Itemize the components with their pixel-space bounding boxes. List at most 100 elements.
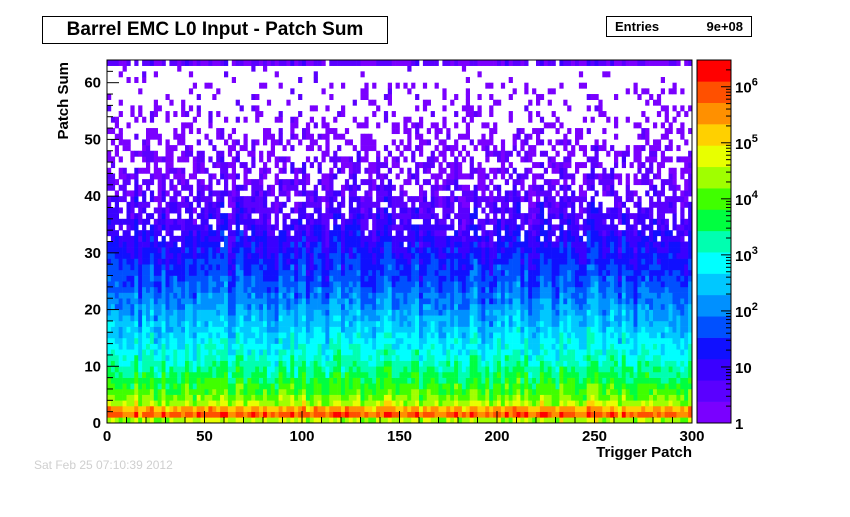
heatmap-cell <box>504 179 509 186</box>
heatmap-cell <box>419 281 424 288</box>
heatmap-cell <box>489 366 494 373</box>
heatmap-cell <box>329 275 334 282</box>
heatmap-cell <box>247 167 252 174</box>
heatmap-cell <box>454 281 459 288</box>
heatmap-cell <box>321 377 326 384</box>
heatmap-cell <box>364 150 369 157</box>
heatmap-cell <box>227 224 233 231</box>
heatmap-cell <box>282 411 287 418</box>
heatmap-cell <box>411 224 416 231</box>
heatmap-cell <box>302 269 307 276</box>
heatmap-cell <box>442 394 447 401</box>
heatmap-cell <box>138 309 143 316</box>
heatmap-cell <box>212 264 217 271</box>
heatmap-cell <box>465 394 470 401</box>
heatmap-cell <box>317 292 322 299</box>
heatmap-cell <box>383 111 389 118</box>
heatmap-cell <box>110 394 116 401</box>
heatmap-cell <box>110 139 116 146</box>
heatmap-cell <box>344 275 350 282</box>
heatmap-cell <box>403 235 408 242</box>
heatmap-cell <box>450 207 455 214</box>
heatmap-cell <box>192 354 197 361</box>
heatmap-cell <box>196 366 201 373</box>
heatmap-cell <box>263 224 268 231</box>
heatmap-cell <box>110 213 116 220</box>
heatmap-cell <box>227 213 233 220</box>
heatmap-cell <box>231 218 236 225</box>
heatmap-cell <box>138 150 143 157</box>
heatmap-cell <box>259 111 264 118</box>
heatmap-cell <box>146 360 151 367</box>
heatmap-cell <box>473 213 478 220</box>
heatmap-cell <box>504 326 509 333</box>
heatmap-cell <box>157 349 162 356</box>
heatmap-cell <box>255 94 260 100</box>
heatmap-cell <box>294 417 299 424</box>
heatmap-cell <box>161 394 166 401</box>
heatmap-cell <box>473 326 478 333</box>
heatmap-cell <box>259 371 264 378</box>
heatmap-cell <box>333 286 338 293</box>
heatmap-cell <box>391 196 396 203</box>
heatmap-cell <box>274 326 279 333</box>
heatmap-cell <box>169 201 174 208</box>
heatmap-cell <box>204 343 209 350</box>
heatmap-cell <box>298 247 303 254</box>
heatmap-cell <box>266 417 272 424</box>
heatmap-cell <box>481 241 486 248</box>
heatmap-cell <box>239 281 244 288</box>
heatmap-cell <box>465 315 470 322</box>
heatmap-cell <box>489 371 494 378</box>
heatmap-cell <box>438 292 443 299</box>
heatmap-cell <box>411 150 416 157</box>
heatmap-cell <box>325 366 330 373</box>
heatmap-cell <box>169 218 174 225</box>
heatmap-cell <box>450 99 455 106</box>
heatmap-cell <box>356 247 361 254</box>
heatmap-cell <box>278 116 283 123</box>
heatmap-cell <box>142 366 147 373</box>
heatmap-cell <box>442 377 447 384</box>
heatmap-cell <box>286 224 291 231</box>
heatmap-cell <box>309 60 314 66</box>
heatmap-cell <box>352 383 357 390</box>
heatmap-cell <box>146 201 151 208</box>
heatmap-cell <box>473 167 478 174</box>
heatmap-cell <box>224 71 229 78</box>
heatmap-cell <box>208 320 213 327</box>
heatmap-cell <box>376 303 381 310</box>
heatmap-cell <box>173 184 178 191</box>
heatmap-cell <box>169 349 174 356</box>
heatmap-cell <box>469 241 474 248</box>
heatmap-cell <box>231 286 236 293</box>
heatmap-cell <box>251 298 256 305</box>
heatmap-cell <box>138 303 143 310</box>
heatmap-cell <box>321 122 326 129</box>
heatmap-cell <box>224 343 229 350</box>
heatmap-cell <box>368 298 373 305</box>
heatmap-cell <box>200 196 205 203</box>
heatmap-cell <box>204 286 209 293</box>
heatmap-cell <box>220 162 225 169</box>
heatmap-cell <box>348 309 353 316</box>
heatmap-cell <box>317 417 322 424</box>
heatmap-cell <box>107 201 112 208</box>
heatmap-cell <box>118 156 123 163</box>
heatmap-cell <box>243 411 248 418</box>
heatmap-cell <box>294 224 299 231</box>
heatmap-cell <box>387 349 392 356</box>
heatmap-cell <box>220 269 225 276</box>
heatmap-cell <box>278 332 283 339</box>
heatmap-cell <box>235 224 240 231</box>
heatmap-cell <box>294 281 299 288</box>
heatmap-cell <box>434 343 439 350</box>
heatmap-cell <box>504 298 509 305</box>
heatmap-cell <box>395 411 400 418</box>
heatmap-cell <box>348 252 353 259</box>
heatmap-cell <box>251 405 256 412</box>
heatmap-cell <box>169 315 174 322</box>
heatmap-cell <box>383 173 389 180</box>
heatmap-cell <box>442 150 447 157</box>
heatmap-cell <box>481 275 486 282</box>
